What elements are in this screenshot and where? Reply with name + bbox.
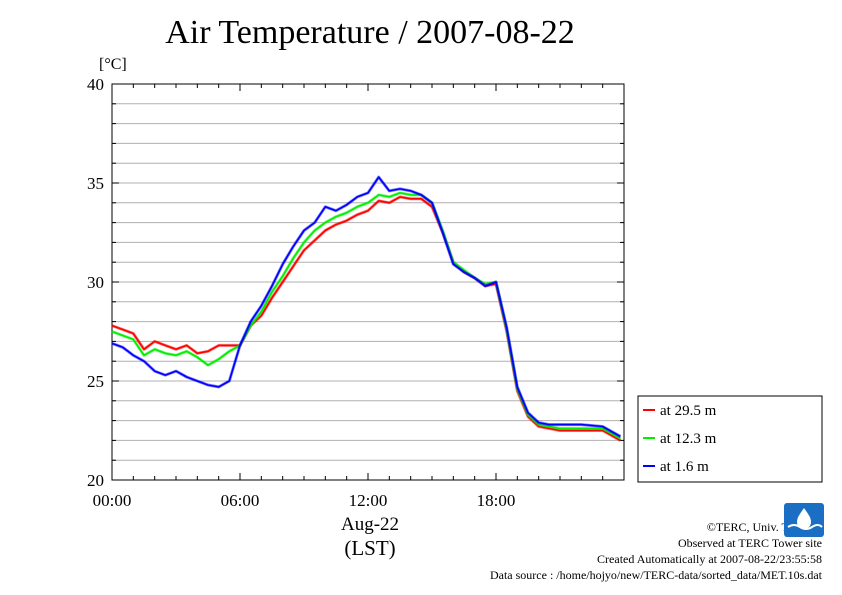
series-line [111, 192, 621, 440]
y-tick-label: 35 [87, 174, 104, 193]
x-axis-timezone-label: (LST) [344, 536, 395, 560]
terc-logo [784, 503, 824, 537]
legend-label: at 1.6 m [660, 459, 709, 475]
axis-ticks [111, 83, 625, 481]
series-halo [111, 191, 622, 440]
series-halo [111, 175, 622, 438]
x-tick-label: 12:00 [349, 491, 388, 510]
legend-label: at 29.5 m [660, 403, 717, 419]
y-tick-label: 25 [87, 372, 104, 391]
x-axis-date-label: Aug-22 [341, 514, 399, 535]
y-tick-label: 40 [87, 75, 104, 94]
x-tick-labels: 00:00 06:00 12:00 18:00 [93, 491, 516, 510]
series-line [111, 196, 621, 442]
chart-title: Air Temperature / 2007-08-22 [165, 14, 575, 51]
credit-created: Created Automatically at 2007-08-22/23:5… [597, 552, 822, 566]
x-tick-label: 06:00 [221, 491, 260, 510]
legend-box [637, 395, 823, 483]
grid-lines [112, 103, 624, 461]
series-lines [111, 175, 622, 442]
x-tick-label: 18:00 [477, 491, 516, 510]
credit-site: Observed at TERC Tower site [677, 536, 822, 550]
credit-source: Data source : /home/hojyo/new/TERC-data/… [489, 568, 822, 582]
y-tick-labels: 20 25 30 35 40 [87, 75, 104, 490]
legend: at 29.5 m at 12.3 m at 1.6 m [637, 395, 823, 483]
y-tick-label: 20 [87, 471, 104, 490]
series-line [111, 176, 621, 438]
y-axis-unit-label: [°C] [99, 56, 127, 73]
legend-label: at 12.3 m [660, 431, 717, 447]
x-tick-label: 00:00 [93, 491, 132, 510]
y-tick-label: 30 [87, 273, 104, 292]
series-halo [111, 195, 622, 442]
